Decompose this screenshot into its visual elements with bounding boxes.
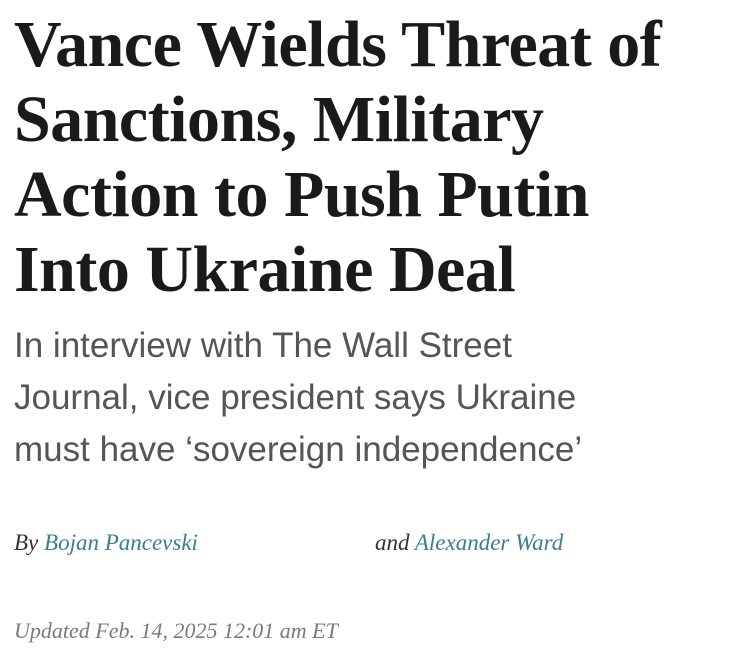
- byline: By Bojan Pancevski and Alexander Ward: [14, 530, 734, 556]
- headline-line: Sanctions, Military: [14, 83, 544, 156]
- subheadline-line: Journal, vice president says Ukraine: [14, 378, 577, 417]
- subheadline: In interview with The Wall Street Journa…: [14, 320, 582, 476]
- subheadline-line: In interview with The Wall Street: [14, 326, 512, 365]
- headline-line: Action to Push Putin: [14, 158, 589, 231]
- byline-by: By: [14, 530, 39, 555]
- headline: Vance Wields Threat of Sanctions, Milita…: [14, 7, 662, 307]
- updated-timestamp: Updated Feb. 14, 2025 12:01 am ET: [14, 618, 338, 643]
- headline-line: Vance Wields Threat of: [14, 8, 662, 81]
- byline-and: and: [375, 530, 410, 555]
- headline-line: Into Ukraine Deal: [14, 233, 516, 306]
- subheadline-line: must have ‘sovereign independence’: [14, 430, 583, 469]
- author-link-bojan-pancevski[interactable]: Bojan Pancevski: [44, 530, 198, 555]
- author-link-alexander-ward[interactable]: Alexander Ward: [414, 530, 564, 555]
